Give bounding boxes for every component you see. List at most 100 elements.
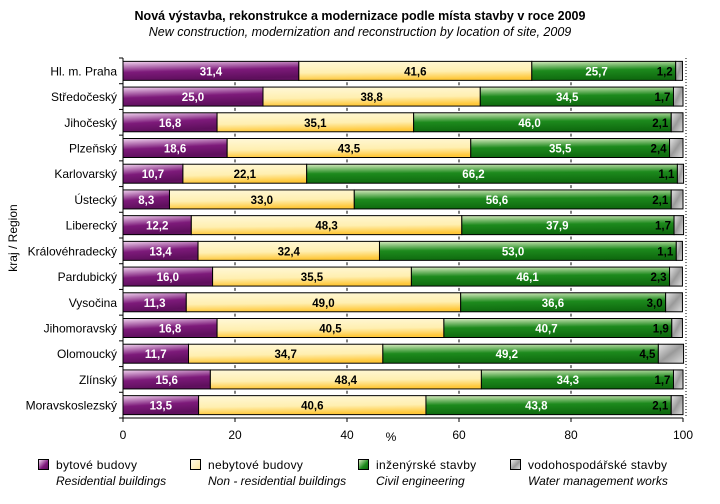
data-label: 35,5: [549, 144, 572, 156]
data-label: 46,1: [516, 272, 539, 284]
bar-segment-4: [669, 138, 684, 158]
data-label: 10,7: [142, 169, 164, 181]
data-label: 22,1: [234, 169, 257, 181]
x-axis-label: %: [386, 430, 397, 444]
legend-label: nebytové budovy: [208, 458, 304, 472]
data-label: 43,5: [338, 144, 361, 156]
bar-segment-3: [353, 189, 672, 210]
bar-segment-4: [657, 343, 685, 364]
legend-swatch: [38, 459, 49, 470]
data-label: 2,1: [652, 401, 669, 413]
data-label: 25,0: [182, 92, 204, 104]
category-label: Královéhradecký: [28, 244, 117, 258]
bar-segment-3: [413, 112, 672, 133]
data-label: 40,5: [319, 324, 342, 336]
data-label: 2,1: [652, 118, 669, 130]
chart-subtitle: New construction, modernization and reco…: [148, 25, 572, 39]
data-label: 66,2: [462, 169, 484, 181]
data-label: 46,0: [518, 118, 540, 130]
data-label: 34,5: [556, 92, 579, 104]
category-label: Jihomoravský: [44, 322, 117, 336]
data-label: 48,3: [315, 221, 337, 233]
category-label: Ústecký: [74, 192, 117, 207]
bar-segment-4: [675, 240, 683, 261]
data-label: 11,3: [144, 298, 166, 310]
category-label: Zlínský: [79, 373, 117, 387]
data-label: 38,8: [360, 92, 383, 104]
data-label: 48,4: [335, 375, 358, 387]
legend-swatch: [190, 459, 201, 470]
bar-segment-4: [665, 292, 683, 313]
data-label: 37,9: [546, 221, 568, 233]
data-label: 4,5: [639, 349, 656, 361]
category-label: Středočeský: [51, 90, 117, 104]
bar-segment-3: [425, 395, 672, 416]
category-label: Karlovarský: [54, 167, 117, 181]
legend-label-en: Water management works: [528, 474, 668, 488]
data-label: 15,6: [155, 375, 177, 387]
category-label: Plzeňský: [69, 142, 117, 156]
data-label: 1,7: [654, 92, 670, 104]
category-label: Olomoucký: [57, 347, 117, 361]
data-label: 2,4: [651, 144, 668, 156]
data-label: 13,4: [149, 246, 172, 258]
category-label: Liberecký: [66, 219, 117, 233]
data-label: 35,1: [304, 118, 327, 130]
category-label: Hl. m. Praha: [50, 64, 117, 78]
legend-label-en: Non - residential buildings: [208, 474, 347, 488]
bar-segment-4: [672, 369, 684, 390]
x-tick-label: 20: [228, 428, 242, 442]
data-label: 40,7: [535, 324, 557, 336]
x-tick-label: 100: [673, 428, 693, 442]
data-label: 40,6: [301, 401, 323, 413]
x-tick-label: 60: [452, 428, 466, 442]
data-label: 8,3: [138, 195, 154, 207]
bar-segment-4: [669, 266, 683, 287]
legend-label: bytové budovy: [56, 458, 138, 472]
bar-segment-4: [670, 395, 684, 416]
bar-segment-3: [378, 240, 677, 261]
data-label: 43,8: [525, 401, 548, 413]
legend-label: vodohospodářské stavby: [528, 458, 668, 472]
data-label: 1,9: [653, 324, 669, 336]
data-label: 41,6: [404, 66, 426, 78]
data-label: 12,2: [146, 221, 168, 233]
bar-segment-3: [443, 318, 673, 338]
x-tick-label: 40: [340, 428, 354, 442]
x-tick-label: 80: [564, 428, 578, 442]
legend-label-en: Residential buildings: [56, 474, 167, 488]
data-label: 1,1: [658, 169, 675, 181]
bar-segment-4: [671, 318, 683, 338]
data-label: 16,8: [159, 324, 182, 336]
chart-title: Nová výstavba, rekonstrukce a modernizac…: [134, 9, 586, 23]
bar-segment-3: [410, 266, 671, 287]
bar-segment-4: [670, 112, 684, 133]
data-label: 2,3: [651, 272, 667, 284]
data-label: 1,7: [655, 221, 671, 233]
data-label: 1,7: [654, 375, 670, 387]
legend-swatch: [510, 459, 521, 470]
data-label: 32,4: [278, 246, 301, 258]
data-label: 16,8: [159, 118, 182, 130]
data-label: 16,0: [157, 272, 179, 284]
bar-segment-3: [306, 163, 678, 184]
data-label: 35,5: [301, 272, 324, 284]
bar-segment-4: [670, 189, 684, 210]
data-label: 3,0: [647, 298, 663, 310]
legend-swatch: [358, 459, 369, 470]
data-label: 2,1: [652, 195, 669, 207]
data-label: 49,2: [496, 349, 518, 361]
data-label: 56,6: [486, 195, 508, 207]
bar-segment-4: [673, 215, 685, 236]
data-label: 33,0: [251, 195, 273, 207]
data-label: 1,2: [657, 66, 673, 78]
data-label: 1,1: [657, 246, 674, 258]
y-axis-label: kraj / Region: [6, 204, 20, 271]
category-label: Jihočeský: [64, 116, 117, 130]
data-label: 11,7: [145, 349, 167, 361]
data-label: 34,7: [274, 349, 296, 361]
legend-label: inženýrské stavby: [376, 458, 477, 472]
data-label: 36,6: [542, 298, 564, 310]
data-label: 31,4: [200, 66, 223, 78]
category-label: Vysočina: [69, 296, 118, 310]
